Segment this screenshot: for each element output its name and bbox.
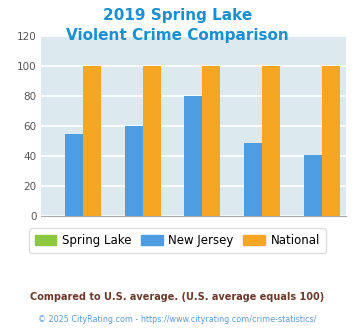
Text: Violent Crime Comparison: Violent Crime Comparison [66,28,289,43]
Bar [125,126,143,216]
Bar [83,66,101,216]
Bar [304,155,322,216]
Text: Aggravated Assault: Aggravated Assault [207,231,300,240]
Text: Compared to U.S. average. (U.S. average equals 100): Compared to U.S. average. (U.S. average … [31,292,324,302]
Text: Murder & Mans...: Murder & Mans... [93,231,174,240]
Bar [244,143,262,216]
Bar [143,66,160,216]
Bar [322,66,340,216]
Legend: Spring Lake, New Jersey, National: Spring Lake, New Jersey, National [29,228,326,253]
Text: Robbery: Robbery [174,244,213,253]
Bar [65,134,83,216]
Bar [262,66,280,216]
Text: All Violent Crime: All Violent Crime [34,244,113,253]
Text: Rape: Rape [301,244,325,253]
Bar [185,96,202,216]
Text: © 2025 CityRating.com - https://www.cityrating.com/crime-statistics/: © 2025 CityRating.com - https://www.city… [38,315,317,324]
Bar [202,66,220,216]
Text: 2019 Spring Lake: 2019 Spring Lake [103,8,252,23]
